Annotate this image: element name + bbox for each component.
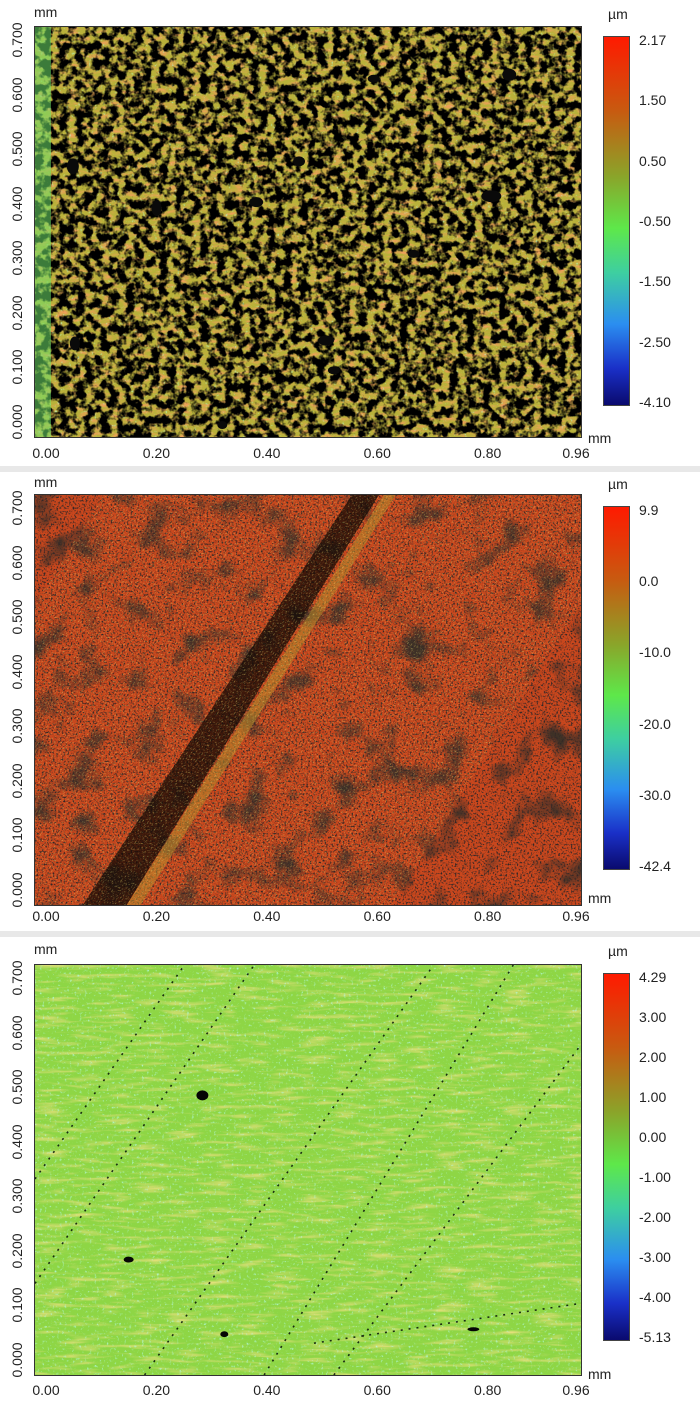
y-tick-label: 0.400 bbox=[9, 654, 25, 690]
y-tick-label: 0.200 bbox=[9, 1233, 25, 1269]
x-tick-label: 0.60 bbox=[363, 908, 391, 924]
x-tick-label: 0.40 bbox=[253, 445, 281, 461]
colorbar-tick-label: -3.00 bbox=[639, 1249, 671, 1265]
colorbar-tick-label: -2.50 bbox=[639, 333, 671, 350]
colorbar-tick-label: 1.00 bbox=[639, 1089, 667, 1105]
surface-height-map bbox=[34, 494, 582, 906]
x-tick-label: 0.20 bbox=[142, 445, 171, 461]
y-tick-label: 0.200 bbox=[9, 763, 25, 799]
y-tick-label: 0.700 bbox=[9, 490, 25, 526]
x-tick-label: 0.00 bbox=[32, 1382, 60, 1398]
panel-divider bbox=[0, 466, 700, 472]
y-tick-label: 0.100 bbox=[9, 1287, 25, 1323]
y-tick-label: 0.500 bbox=[9, 1069, 25, 1105]
colorbar-tick-label: 9.9 bbox=[639, 502, 659, 518]
y-tick-label: 0.000 bbox=[9, 404, 25, 440]
surface-map-panel-top: mm µm bbox=[0, 0, 700, 470]
colorbar-tick-label: 3.00 bbox=[639, 1009, 667, 1025]
x-tick-label: 0.96 bbox=[562, 908, 590, 924]
colorbar-tick-label: 0.0 bbox=[639, 573, 659, 590]
x-tick-label: 0.96 bbox=[562, 1382, 590, 1398]
x-tick-label: 0.00 bbox=[32, 445, 60, 461]
x-axis-unit: mm bbox=[588, 1366, 612, 1382]
x-tick-label: 0.40 bbox=[253, 1382, 281, 1398]
colorbar-tick-label: -30.0 bbox=[639, 786, 671, 803]
colorbar-tick-label: 4.29 bbox=[639, 969, 667, 985]
y-tick-label: 0.600 bbox=[9, 77, 25, 113]
y-tick-label: 0.500 bbox=[9, 599, 25, 635]
x-tick-label: 0.40 bbox=[253, 908, 281, 924]
y-tick-label: 0.400 bbox=[9, 186, 25, 222]
y-tick-label: 0.200 bbox=[9, 295, 25, 331]
y-tick-label: 0.000 bbox=[9, 1342, 25, 1378]
y-axis-unit: mm bbox=[34, 474, 58, 490]
x-tick-label: 0.00 bbox=[32, 908, 60, 924]
colorbar-tick-label: -2.00 bbox=[639, 1209, 671, 1225]
colorbar-tick-label: -5.13 bbox=[639, 1329, 671, 1345]
surface-height-map bbox=[34, 964, 582, 1376]
surface-map-panel-bottom: mm µm bbox=[0, 935, 700, 1410]
surface-height-map bbox=[34, 26, 582, 438]
colorbar-unit: µm bbox=[608, 943, 628, 959]
y-tick-label: 0.300 bbox=[9, 708, 25, 744]
colorbar-tick-label: -42.4 bbox=[639, 858, 671, 874]
colorbar bbox=[603, 973, 630, 1341]
colorbar-tick-label: -10.0 bbox=[639, 644, 671, 661]
colorbar bbox=[603, 506, 630, 870]
colorbar-tick-label: -20.0 bbox=[639, 715, 671, 732]
x-tick-label: 0.80 bbox=[474, 908, 502, 924]
colorbar-tick-label: 2.00 bbox=[639, 1049, 667, 1065]
y-tick-label: 0.000 bbox=[9, 872, 25, 908]
colorbar-unit: µm bbox=[608, 476, 628, 492]
y-tick-label: 0.300 bbox=[9, 240, 25, 276]
y-axis-unit: mm bbox=[34, 4, 58, 20]
y-tick-label: 0.600 bbox=[9, 545, 25, 581]
colorbar-tick-label: 2.17 bbox=[639, 32, 667, 48]
x-axis-unit: mm bbox=[588, 890, 612, 906]
colorbar-unit: µm bbox=[608, 6, 628, 22]
x-tick-label: 0.80 bbox=[474, 1382, 502, 1398]
y-tick-label: 0.500 bbox=[9, 131, 25, 167]
colorbar-tick-label: -0.50 bbox=[639, 213, 671, 229]
y-tick-label: 0.400 bbox=[9, 1124, 25, 1160]
colorbar-tick-label: -1.50 bbox=[639, 273, 671, 290]
y-tick-label: 0.100 bbox=[9, 349, 25, 385]
y-tick-label: 0.700 bbox=[9, 960, 25, 996]
x-axis-unit: mm bbox=[588, 430, 612, 446]
y-tick-label: 0.600 bbox=[9, 1015, 25, 1051]
y-tick-label: 0.700 bbox=[9, 22, 25, 58]
x-tick-label: 0.20 bbox=[142, 1382, 171, 1398]
x-tick-label: 0.96 bbox=[562, 445, 590, 461]
colorbar-tick-label: -4.10 bbox=[639, 394, 671, 410]
colorbar-tick-label: -4.00 bbox=[639, 1289, 671, 1305]
colorbar-tick-label: 0.00 bbox=[639, 1129, 667, 1145]
x-tick-label: 0.60 bbox=[363, 1382, 391, 1398]
colorbar bbox=[603, 36, 630, 406]
y-tick-label: 0.100 bbox=[9, 817, 25, 853]
x-tick-label: 0.80 bbox=[474, 445, 502, 461]
surface-map-panel-middle: mm µm bbox=[0, 470, 700, 935]
y-axis-unit: mm bbox=[34, 941, 58, 957]
colorbar-tick-label: -1.00 bbox=[639, 1169, 671, 1185]
colorbar-tick-label: 0.50 bbox=[639, 152, 667, 169]
colorbar-tick-label: 1.50 bbox=[639, 92, 667, 109]
x-tick-label: 0.20 bbox=[142, 908, 171, 924]
x-tick-label: 0.60 bbox=[363, 445, 391, 461]
panel-divider bbox=[0, 931, 700, 937]
y-tick-label: 0.300 bbox=[9, 1178, 25, 1214]
